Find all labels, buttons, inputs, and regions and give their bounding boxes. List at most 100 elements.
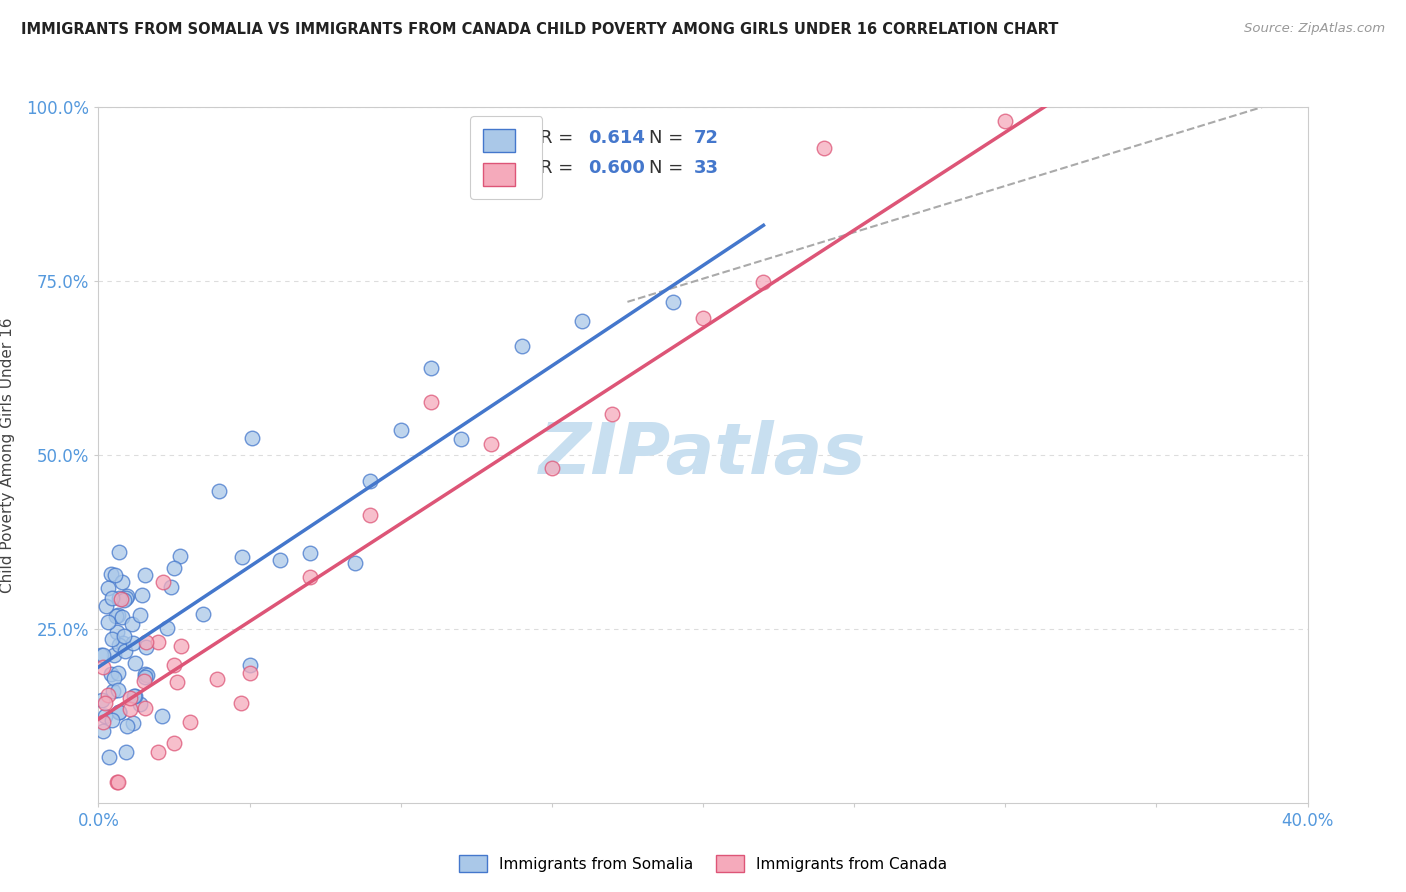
Point [163, 560, 186, 574]
Point [146, 745, 169, 759]
Point [602, 407, 624, 421]
Point [360, 474, 382, 488]
Point [115, 591, 138, 606]
Point [97, 581, 120, 595]
Point [108, 706, 131, 720]
Point [239, 658, 262, 673]
Point [360, 508, 382, 523]
Point [121, 635, 143, 649]
Point [166, 674, 188, 689]
Point [146, 635, 169, 649]
Point [239, 665, 262, 680]
Point [752, 275, 775, 289]
Point [163, 657, 186, 672]
Point [97, 688, 120, 702]
Point [114, 643, 136, 657]
Text: 33: 33 [693, 160, 718, 178]
Text: R =: R = [540, 160, 579, 178]
Point [107, 591, 129, 605]
Point [134, 667, 156, 681]
Point [90, 693, 112, 707]
Point [101, 684, 124, 698]
Point [135, 635, 157, 649]
Point [105, 625, 128, 640]
Point [540, 461, 562, 475]
Point [207, 672, 229, 686]
Legend: , : , [470, 116, 543, 199]
Point [103, 671, 125, 685]
Point [94, 697, 117, 711]
Point [169, 549, 191, 563]
Point [97, 749, 120, 764]
Point [107, 608, 129, 623]
Point [103, 648, 125, 662]
Point [179, 715, 201, 730]
Point [231, 549, 253, 564]
Point [111, 575, 134, 590]
Point [107, 682, 129, 697]
Point [124, 689, 146, 703]
Point [132, 673, 155, 688]
Y-axis label: Child Poverty Among Girls Under 16: Child Poverty Among Girls Under 16 [0, 318, 15, 592]
Point [104, 568, 127, 582]
Point [108, 545, 131, 559]
Point [299, 570, 322, 584]
Point [692, 311, 714, 326]
Text: Source: ZipAtlas.com: Source: ZipAtlas.com [1244, 22, 1385, 36]
Point [129, 608, 152, 623]
Point [108, 705, 131, 719]
Point [994, 114, 1017, 128]
Point [100, 667, 122, 681]
Point [156, 621, 179, 635]
Point [122, 690, 145, 704]
Point [299, 546, 322, 560]
Point [107, 665, 129, 680]
Point [134, 701, 156, 715]
Text: 0.600: 0.600 [588, 160, 645, 178]
Point [91, 648, 114, 663]
Point [510, 339, 533, 353]
Point [150, 708, 173, 723]
Point [481, 436, 503, 450]
Point [117, 589, 139, 603]
Point [94, 709, 117, 723]
Point [94, 599, 117, 613]
Point [91, 714, 114, 729]
Text: IMMIGRANTS FROM SOMALIA VS IMMIGRANTS FROM CANADA CHILD POVERTY AMONG GIRLS UNDE: IMMIGRANTS FROM SOMALIA VS IMMIGRANTS FR… [21, 22, 1059, 37]
Point [101, 632, 124, 647]
Point [124, 656, 146, 670]
Text: ZIPatlas: ZIPatlas [540, 420, 866, 490]
Point [160, 580, 183, 594]
Point [110, 591, 132, 606]
Point [420, 394, 443, 409]
Point [112, 629, 135, 643]
Point [107, 638, 129, 652]
Point [571, 314, 593, 328]
Point [135, 640, 157, 654]
Point [97, 615, 120, 629]
Point [118, 690, 141, 705]
Point [240, 432, 263, 446]
Point [101, 713, 124, 727]
Point [118, 702, 141, 716]
Point [136, 668, 159, 682]
Point [389, 423, 412, 437]
Point [170, 639, 193, 653]
Point [115, 719, 138, 733]
Point [420, 360, 443, 375]
Point [163, 736, 186, 750]
Point [107, 775, 129, 789]
Point [191, 607, 214, 621]
Point [105, 608, 128, 623]
Legend: Immigrants from Somalia, Immigrants from Canada: Immigrants from Somalia, Immigrants from… [451, 847, 955, 880]
Point [100, 591, 122, 605]
Text: N =: N = [648, 160, 689, 178]
Point [231, 696, 253, 710]
Point [450, 432, 472, 446]
Point [134, 670, 156, 684]
Point [121, 617, 143, 632]
Point [813, 141, 835, 155]
Point [129, 697, 152, 711]
Point [121, 715, 143, 730]
Point [131, 588, 153, 602]
